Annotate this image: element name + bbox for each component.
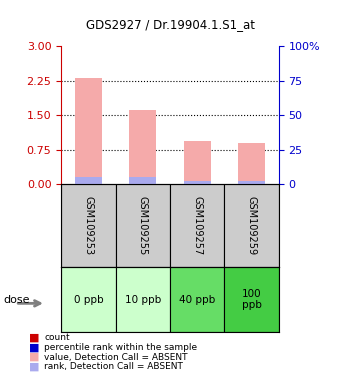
FancyBboxPatch shape	[224, 267, 279, 332]
Text: GDS2927 / Dr.19904.1.S1_at: GDS2927 / Dr.19904.1.S1_at	[85, 18, 255, 31]
Text: count: count	[44, 333, 70, 343]
Bar	[238, 180, 265, 184]
Bar	[238, 143, 265, 184]
Text: ■: ■	[29, 343, 39, 353]
FancyBboxPatch shape	[116, 184, 170, 267]
Text: GSM109259: GSM109259	[246, 196, 257, 255]
Text: 100
ppb: 100 ppb	[242, 289, 261, 310]
Text: percentile rank within the sample: percentile rank within the sample	[44, 343, 197, 352]
FancyBboxPatch shape	[170, 267, 224, 332]
Text: GSM109257: GSM109257	[192, 196, 202, 255]
Text: ■: ■	[29, 362, 39, 372]
Bar	[129, 110, 156, 184]
Text: ■: ■	[29, 333, 39, 343]
FancyBboxPatch shape	[61, 267, 116, 332]
Bar	[75, 177, 102, 184]
Text: ■: ■	[29, 352, 39, 362]
Text: value, Detection Call = ABSENT: value, Detection Call = ABSENT	[44, 353, 188, 362]
FancyBboxPatch shape	[224, 184, 279, 267]
FancyBboxPatch shape	[61, 184, 116, 267]
Bar	[75, 78, 102, 184]
Text: 10 ppb: 10 ppb	[125, 295, 161, 305]
Text: GSM109255: GSM109255	[138, 196, 148, 255]
Text: rank, Detection Call = ABSENT: rank, Detection Call = ABSENT	[44, 362, 183, 371]
Text: 40 ppb: 40 ppb	[179, 295, 215, 305]
Bar	[184, 141, 211, 184]
Text: 0 ppb: 0 ppb	[73, 295, 103, 305]
FancyBboxPatch shape	[116, 267, 170, 332]
Bar	[129, 177, 156, 184]
Text: GSM109253: GSM109253	[83, 196, 94, 255]
FancyBboxPatch shape	[170, 184, 224, 267]
Text: dose: dose	[3, 295, 30, 305]
Bar	[184, 181, 211, 184]
